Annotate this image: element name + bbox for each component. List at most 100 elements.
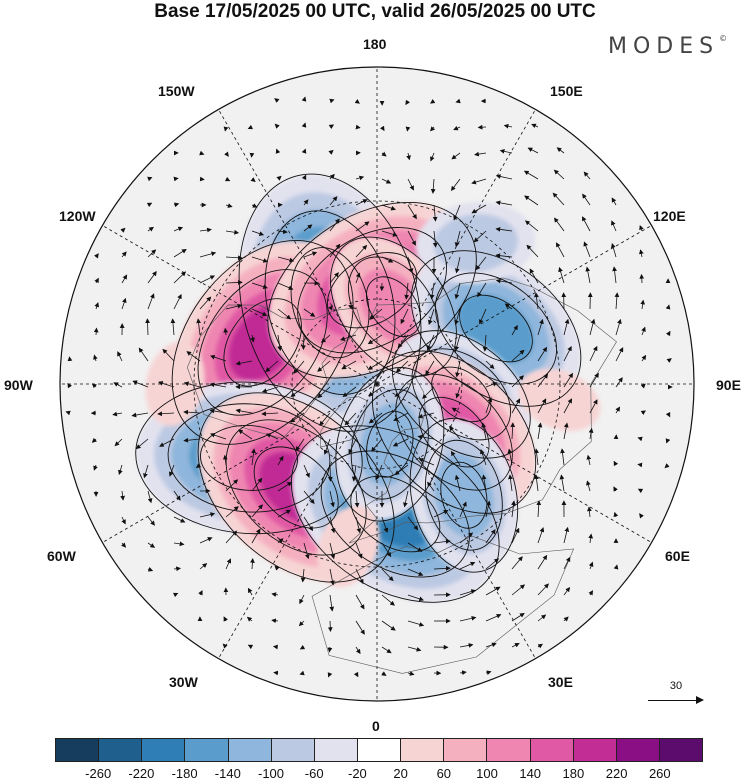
wind-arrow — [199, 251, 217, 258]
wind-arrow — [354, 99, 360, 104]
wind-arrow — [329, 98, 335, 104]
wind-arrow — [121, 274, 128, 284]
wind-arrow — [510, 422, 516, 440]
wind-arrow — [235, 360, 253, 366]
wind-arrow — [367, 334, 383, 345]
wind-arrow — [147, 249, 157, 258]
wind-arrow — [348, 438, 357, 455]
wind-arrow — [298, 620, 305, 627]
wind-arrow — [428, 308, 435, 325]
wind-arrow — [563, 318, 570, 336]
wind-arrow — [303, 308, 316, 317]
wind-arrow — [638, 249, 644, 258]
wind-arrow — [563, 556, 571, 570]
wind-arrow — [353, 671, 359, 678]
wind-arrow — [537, 373, 549, 388]
wind-arrow — [534, 474, 539, 492]
wind-arrow — [453, 204, 461, 221]
wind-arrow — [407, 646, 422, 652]
wind-arrow — [482, 334, 488, 352]
wind-arrow — [611, 243, 617, 258]
wind-arrow — [183, 409, 201, 415]
wind-arrow — [272, 644, 279, 650]
wind-arrow — [250, 177, 256, 183]
colorbar-tick-label: 140 — [519, 766, 542, 781]
height-contour — [267, 201, 477, 379]
wind-arrow — [290, 386, 305, 397]
height-contour — [350, 475, 441, 553]
wind-arrow — [67, 382, 73, 389]
wind-arrow — [381, 620, 396, 631]
wind-arrow — [450, 178, 461, 192]
height-contour — [372, 350, 537, 514]
wind-arrow — [91, 383, 97, 389]
height-contour — [335, 367, 445, 522]
wind-arrow — [485, 670, 492, 676]
colorbar-segment — [142, 739, 186, 761]
wind-arrow — [328, 149, 334, 155]
anomaly-center — [145, 341, 205, 427]
wind-arrow — [485, 558, 500, 570]
wind-arrow — [613, 511, 619, 518]
wind-arrow — [329, 272, 339, 284]
wind-arrow — [303, 199, 309, 206]
wind-arrow — [173, 490, 181, 501]
wind-arrow — [511, 612, 525, 622]
wind-arrow — [495, 278, 513, 284]
wind-arrow — [459, 615, 477, 622]
wind-arrow — [147, 542, 156, 548]
wind-arrow — [327, 464, 333, 482]
wind-arrow — [342, 386, 357, 398]
wind-arrow — [637, 462, 643, 468]
wind-arrow — [210, 354, 227, 362]
wind-arrow — [247, 587, 253, 596]
wind-arrow — [537, 614, 547, 622]
wind-arrow — [430, 152, 435, 162]
wind-arrow — [65, 410, 71, 416]
wind-arrow — [641, 354, 647, 362]
wind-arrow — [381, 256, 394, 263]
wind-arrow — [583, 171, 591, 180]
wind-arrow — [303, 251, 318, 258]
wind-arrow — [406, 152, 411, 161]
wind-arrow — [665, 304, 671, 310]
wind-arrow — [303, 490, 315, 505]
wind-arrow — [222, 643, 228, 649]
colorbar-segment — [659, 739, 703, 761]
wind-arrow — [199, 150, 205, 156]
wind-arrow — [405, 126, 411, 132]
wind-arrow — [454, 474, 461, 492]
wind-arrow — [274, 123, 280, 129]
wind-arrow — [329, 243, 341, 258]
wind-arrow — [277, 308, 292, 320]
wind-arrow — [274, 98, 280, 103]
wind-arrow — [427, 481, 435, 492]
wind-arrow — [225, 229, 240, 235]
wind-arrow — [563, 586, 571, 596]
wind-arrow — [613, 486, 618, 492]
wind-arrow — [612, 266, 617, 284]
wind-arrow — [251, 203, 258, 208]
colorbar-segment — [487, 739, 531, 761]
wind-arrow — [375, 464, 383, 481]
wind-arrow — [277, 481, 293, 492]
wind-arrow — [251, 477, 263, 492]
wind-arrow — [430, 178, 436, 194]
wind-arrow — [199, 176, 205, 182]
wind-arrow — [381, 204, 396, 211]
wind-arrow — [329, 542, 336, 560]
wind-arrow — [274, 565, 280, 571]
wind-arrow — [329, 568, 335, 586]
wind-arrow — [250, 334, 255, 343]
wind-arrow — [301, 174, 307, 181]
colorbar-tick-label: 220 — [605, 766, 628, 781]
wind-arrow — [251, 256, 269, 263]
wind-arrow — [397, 334, 409, 349]
wind-arrow — [417, 412, 435, 419]
wind-arrow — [145, 318, 150, 336]
wind-arrow — [120, 227, 126, 233]
wind-arrow — [454, 282, 461, 300]
wind-arrow — [507, 448, 513, 466]
wind-arrow — [418, 458, 435, 466]
wind-arrow — [277, 334, 283, 352]
